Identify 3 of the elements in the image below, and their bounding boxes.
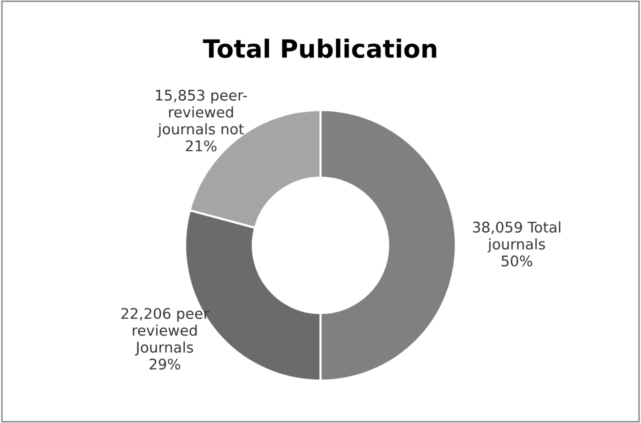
data-label: 38,059 Total journals 50% bbox=[473, 221, 560, 266]
chart-title: Total Publication bbox=[202, 38, 436, 58]
data-label: 15,853 peer- reviewed journals not 21% bbox=[156, 90, 247, 152]
